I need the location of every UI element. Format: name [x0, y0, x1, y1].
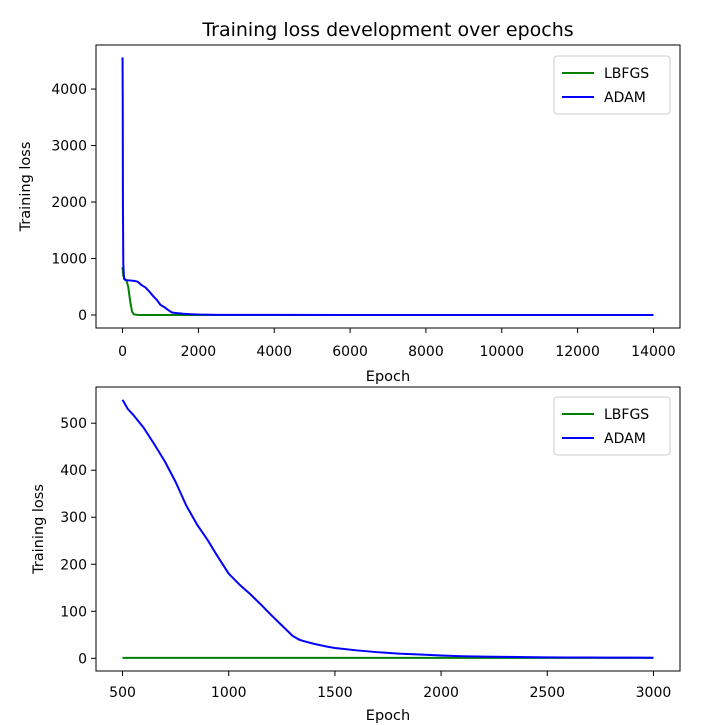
top-chart: 0 2000 4000 6000 8000 10000 12000 14000 0 1000 200… — [18, 19, 681, 385]
x-tick-label: 2500 — [529, 685, 565, 701]
y-tick-label: 4000 — [51, 82, 87, 98]
legend: LBFGS ADAM — [553, 55, 671, 115]
y-tick-label: 0 — [78, 651, 87, 667]
y-tick-label: 1000 — [51, 252, 87, 268]
x-tick-label: 1000 — [211, 685, 247, 701]
x-tick-label: 14000 — [631, 344, 676, 360]
legend: LBFGS ADAM — [553, 396, 671, 456]
y-tick-label: 100 — [60, 604, 87, 620]
x-axis-label: Epoch — [366, 708, 410, 724]
legend-label-lbfgs: LBFGS — [604, 66, 649, 82]
legend-label-lbfgs: LBFGS — [604, 407, 649, 423]
series-line-lbfgs — [121, 266, 654, 316]
x-tick-label: 1500 — [317, 685, 353, 701]
plot-frame — [95, 44, 681, 329]
series-line-adam — [121, 57, 654, 316]
y-tick-label: 3000 — [51, 139, 87, 155]
bottom-chart: 500 1000 1500 2000 2500 3000 0 100 200 300 400 500 E… — [31, 386, 681, 724]
legend-box — [553, 396, 671, 456]
x-tick-label: 12000 — [555, 344, 600, 360]
x-tick-label: 8000 — [408, 344, 444, 360]
legend-label-adam: ADAM — [604, 90, 646, 106]
y-tick-label: 300 — [60, 510, 87, 526]
x-tick-label: 3000 — [636, 685, 672, 701]
y-tick-label: 200 — [60, 557, 87, 573]
y-axis-label: Training loss — [18, 142, 34, 233]
legend-box — [553, 55, 671, 115]
y-tick-label: 400 — [60, 463, 87, 479]
legend-label-adam: ADAM — [604, 431, 646, 447]
y-tick-label: 0 — [78, 308, 87, 324]
x-tick-label: 2000 — [181, 344, 217, 360]
y-tick-label: 2000 — [51, 195, 87, 211]
x-tick-label: 2000 — [423, 685, 459, 701]
x-tick-label: 6000 — [332, 344, 368, 360]
y-tick-label: 500 — [60, 416, 87, 432]
x-tick-label: 500 — [109, 685, 136, 701]
y-axis-label: Training loss — [31, 484, 47, 575]
x-tick-label: 4000 — [256, 344, 292, 360]
x-tick-label: 10000 — [479, 344, 524, 360]
series-line-adam — [121, 399, 654, 659]
chart-title: Training loss development over epochs — [201, 19, 573, 41]
x-axis-label: Epoch — [366, 369, 410, 385]
plot-frame — [95, 386, 681, 672]
x-tick-label: 0 — [118, 344, 127, 360]
